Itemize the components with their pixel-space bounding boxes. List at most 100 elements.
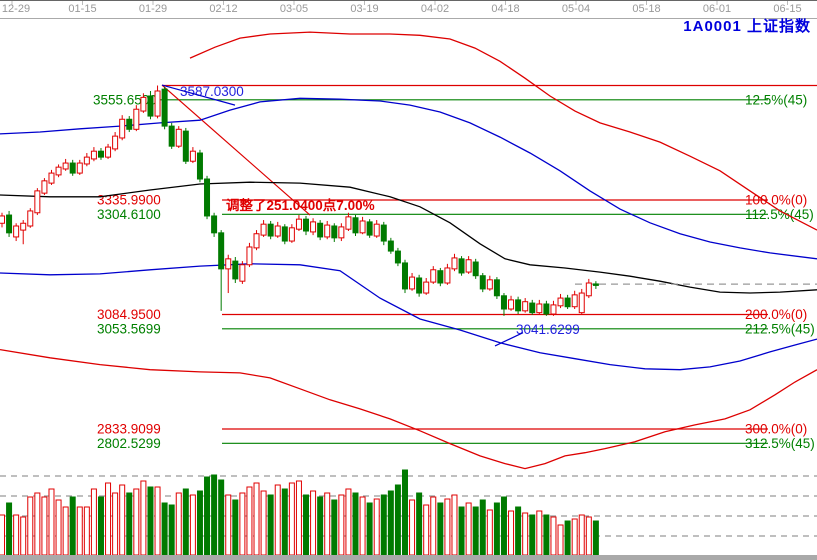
volume-bar	[522, 512, 529, 556]
volume-bar	[126, 492, 133, 556]
gann-level-percent-label: 312.5%(45)	[745, 436, 815, 451]
axis-date-label: 05-18	[632, 3, 661, 15]
candle-body	[324, 224, 331, 238]
candle-body	[585, 282, 592, 297]
candle-body	[154, 90, 161, 117]
candle-body	[310, 221, 317, 233]
candle-body	[479, 275, 486, 290]
volume-bar	[366, 502, 373, 556]
candle-body	[260, 223, 267, 236]
volume-bar	[458, 506, 465, 556]
volume-bar	[55, 499, 62, 556]
gann-level-percent-label: 212.5%(45)	[745, 321, 815, 336]
lower-blue-band-curve	[0, 263, 817, 371]
candle-body	[218, 232, 225, 270]
volume-bar	[317, 496, 324, 556]
volume-bar	[543, 514, 550, 556]
volume-bar	[324, 492, 331, 556]
volume-bar	[550, 516, 557, 556]
lower-red-band-curve	[0, 348, 817, 470]
gann-level-price-label: 3084.9500	[97, 307, 161, 322]
volume-bar	[373, 498, 380, 556]
horizontal-scrollbar[interactable]	[0, 555, 817, 560]
volume-bar	[147, 486, 154, 556]
axis-date-label: 04-18	[491, 3, 520, 15]
volume-bar	[76, 506, 83, 556]
candle-body	[281, 226, 288, 242]
candle-body	[508, 299, 515, 310]
candle-body	[571, 294, 578, 308]
candle-body	[317, 222, 324, 238]
candle-body	[274, 225, 281, 237]
candle-body	[83, 156, 90, 165]
candle-body	[401, 262, 408, 290]
candle-body	[48, 172, 55, 184]
volume-bar	[465, 502, 472, 556]
date-axis: 12-29 01-15 01-29 02-12 03-05 03-19 04-02 04-18…	[0, 1, 817, 19]
volume-bar	[564, 520, 571, 556]
candle-body	[253, 233, 260, 249]
candle-body	[465, 259, 472, 273]
upper-blue-band-curve	[0, 97, 817, 260]
volume-bar	[168, 504, 175, 556]
volume-bar	[451, 494, 458, 556]
candle-body	[557, 297, 564, 307]
candle-body	[345, 216, 352, 230]
volume-bar	[69, 496, 76, 556]
candle-body	[69, 162, 76, 174]
candle-body	[430, 269, 437, 283]
candle-body	[55, 166, 62, 176]
volume-bar	[20, 516, 27, 556]
candle-body	[550, 304, 557, 315]
volume-bar	[105, 482, 112, 556]
axis-date-label: 05-04	[561, 3, 591, 15]
volume-bar	[211, 474, 218, 556]
volume-bar	[189, 494, 196, 556]
volume-bar	[27, 496, 34, 556]
candle-body	[444, 267, 451, 284]
volume-bar	[246, 486, 253, 556]
volume-bar	[345, 488, 352, 556]
candle-body	[437, 270, 444, 284]
candle-body	[578, 292, 585, 314]
volume-bar	[380, 494, 387, 556]
candle-body	[592, 283, 599, 286]
volume-bar	[571, 518, 578, 556]
volume-bar	[196, 490, 203, 556]
candle-body	[105, 146, 112, 158]
gann-level-percent-label: 100.0%(0)	[745, 193, 807, 208]
axis-date-label: 06-01	[702, 3, 732, 15]
volume-bar	[239, 492, 246, 556]
candle-body	[416, 277, 423, 294]
candle-body	[529, 302, 536, 314]
volume-bar	[204, 476, 211, 556]
volume-bar	[331, 499, 338, 556]
candle-body	[387, 240, 394, 252]
candle-body	[458, 258, 465, 274]
axis-date-label: 04-02	[420, 3, 450, 15]
volume-bar	[232, 499, 239, 556]
candle-body	[239, 264, 246, 282]
candle-body	[303, 218, 310, 232]
candle-body	[204, 178, 211, 217]
candle-body	[246, 246, 253, 266]
candle-body	[564, 297, 571, 308]
candle-body	[373, 223, 380, 237]
volume-bar	[578, 514, 585, 556]
candle-body	[147, 95, 154, 117]
volume-bar	[500, 496, 507, 556]
candle-body	[27, 210, 34, 227]
volume-bar	[592, 520, 599, 556]
volume-bar	[175, 492, 182, 556]
volume-bar	[90, 488, 97, 556]
candle-body	[119, 118, 126, 139]
candle-body	[366, 221, 373, 236]
candle-body	[423, 281, 430, 294]
candle-body	[409, 276, 416, 290]
axis-date-label: 12-29	[1, 3, 31, 15]
volume-bar	[387, 490, 394, 556]
chart-annotation: 调整了251.0400点7.00%	[226, 197, 375, 213]
